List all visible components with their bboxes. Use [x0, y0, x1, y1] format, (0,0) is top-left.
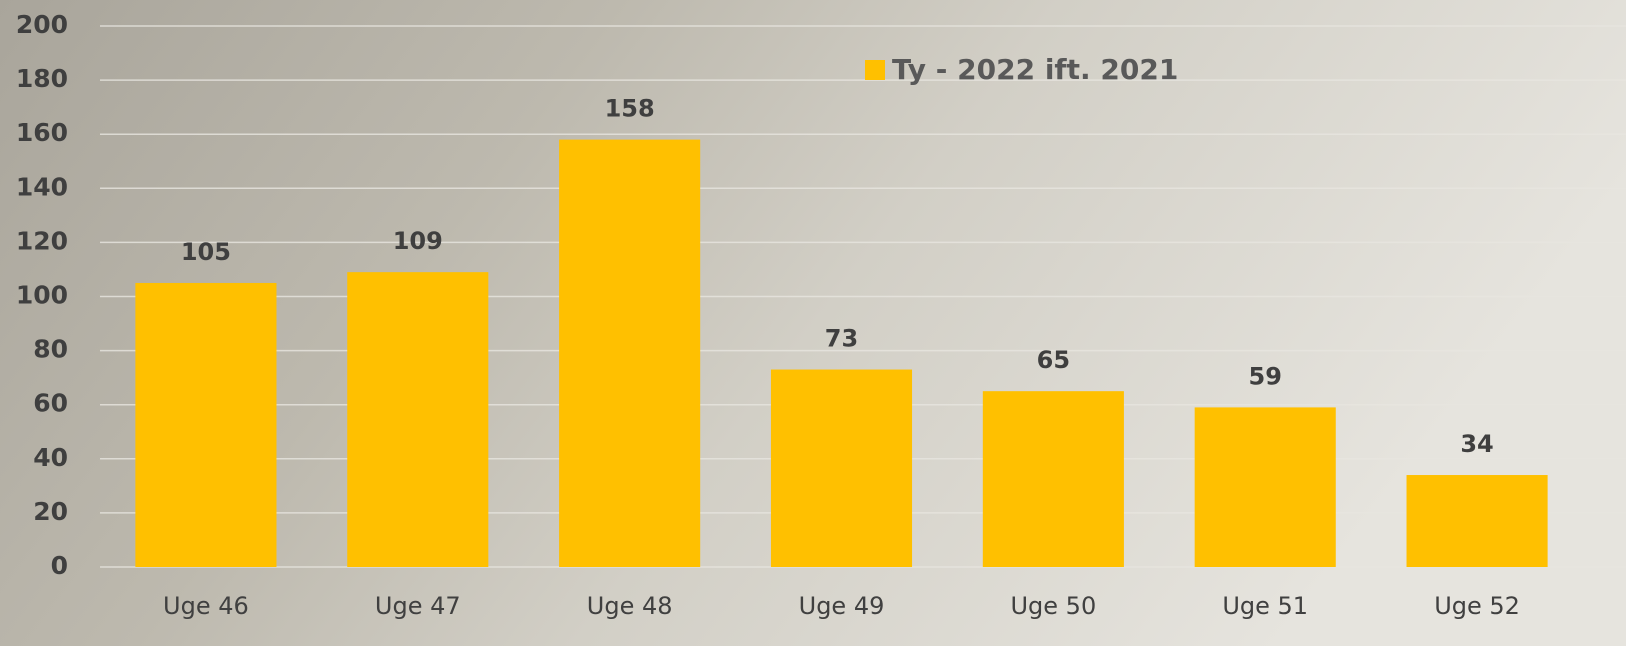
bar	[1407, 475, 1548, 567]
y-tick-label: 60	[33, 389, 68, 418]
bar	[559, 140, 700, 567]
data-label: 158	[605, 95, 655, 123]
bar	[1195, 407, 1336, 567]
data-label: 59	[1249, 362, 1282, 390]
data-label: 73	[825, 325, 858, 353]
bar	[347, 272, 488, 567]
y-tick-label: 100	[16, 281, 68, 310]
x-tick-label: Uge 50	[1010, 592, 1096, 620]
data-label: 34	[1460, 430, 1493, 458]
x-tick-label: Uge 47	[375, 592, 461, 620]
x-tick-label: Uge 52	[1434, 592, 1520, 620]
y-tick-label: 160	[16, 118, 68, 147]
y-tick-label: 80	[33, 335, 68, 364]
y-tick-label: 40	[33, 443, 68, 472]
y-tick-label: 120	[16, 226, 68, 255]
x-tick-label: Uge 48	[587, 592, 673, 620]
legend-label: Ty - 2022 ift. 2021	[892, 53, 1178, 86]
bar	[771, 370, 912, 567]
x-tick-label: Uge 46	[163, 592, 249, 620]
y-tick-label: 140	[16, 172, 68, 201]
data-label: 109	[393, 227, 443, 255]
x-tick-label: Uge 51	[1222, 592, 1308, 620]
legend-swatch	[865, 60, 885, 80]
y-tick-label: 20	[33, 497, 68, 526]
x-tick-label: Uge 49	[799, 592, 885, 620]
bar	[135, 283, 276, 567]
data-label: 65	[1037, 346, 1070, 374]
bar	[983, 391, 1124, 567]
y-tick-label: 180	[16, 64, 68, 93]
chart: 0 20 40 60 80 100 120 140 160 180 200 Uge 46 Uge 47 U…	[0, 0, 1626, 646]
data-label: 105	[181, 238, 231, 266]
y-tick-label: 0	[51, 551, 68, 580]
y-tick-label: 200	[16, 10, 68, 39]
